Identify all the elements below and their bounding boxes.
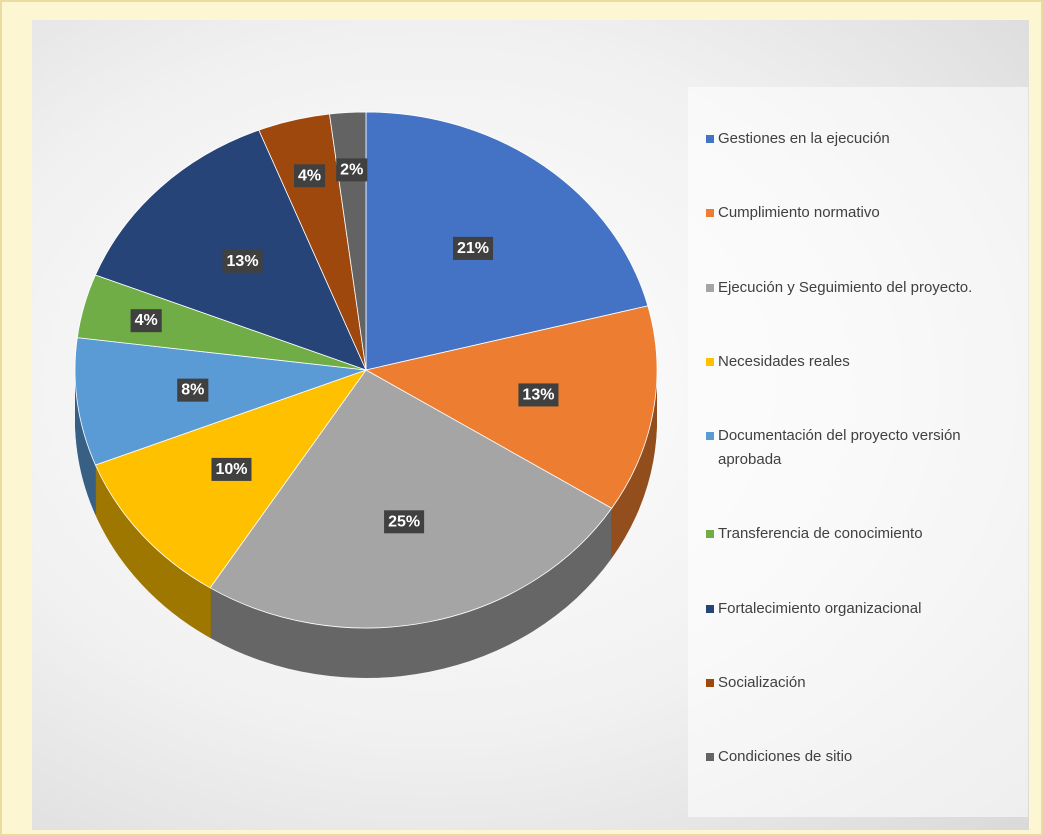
data-label-text: 21% [457, 240, 489, 257]
legend-swatch [706, 753, 714, 761]
data-label: 25% [384, 510, 425, 534]
slice [365, 111, 649, 371]
data-label-text: 25% [388, 513, 420, 530]
data-label-box [222, 249, 263, 273]
legend-item: Gestiones en la ejecución [706, 127, 1016, 151]
data-label-box [130, 309, 162, 333]
legend-item: Socialización [706, 671, 1016, 695]
legend-label: Transferencia de conocimiento [718, 525, 923, 543]
slice [209, 369, 613, 629]
data-label-text: 13% [227, 253, 259, 270]
data-label: 2% [336, 158, 368, 182]
legend-label: Necesidades reales [718, 352, 850, 370]
data-label: 21% [452, 236, 494, 260]
data-label: 8% [177, 378, 209, 402]
data-label-text: 4% [135, 312, 158, 329]
legend-swatch [706, 530, 714, 539]
legend-swatch [706, 432, 714, 440]
legend-swatch [706, 135, 714, 143]
legend-label: Gestiones en la ejecución [718, 130, 890, 147]
data-label-text: 4% [298, 167, 321, 184]
data-label: 4% [293, 164, 326, 188]
data-label-box [177, 378, 209, 402]
legend-label: Fortalecimiento organizacional [718, 599, 922, 617]
data-label-text: 13% [522, 386, 554, 403]
slice [364, 305, 658, 509]
legend-swatch [706, 283, 714, 292]
legend: Gestiones en la ejecución Cumplimiento no… [688, 87, 1028, 817]
data-label: 10% [211, 457, 252, 481]
legend-item: Documentación del proyecto versión aprob… [706, 424, 1016, 472]
legend-label: Socialización [718, 673, 806, 691]
data-label-box [518, 383, 559, 407]
legend-label: Cumplimiento normativo [718, 204, 880, 222]
legend-swatch [706, 357, 714, 366]
data-label: 13% [518, 383, 559, 407]
legend-item: Transferencia de conocimiento [706, 522, 1016, 546]
legend-label: Documentación del proyecto versión aprob… [718, 427, 961, 468]
legend-item: Cumplimiento normativo [706, 201, 1016, 225]
data-label-box [293, 164, 326, 188]
legend-swatch [706, 604, 714, 613]
legend-swatch [706, 678, 714, 687]
data-label-box [384, 510, 425, 534]
legend-swatch [706, 209, 714, 218]
data-label-box [211, 457, 252, 481]
legend-item: Necesidades reales [706, 350, 1016, 374]
data-label-text: 10% [215, 461, 247, 478]
legend-item: Fortalecimiento organizacional [706, 597, 1016, 621]
legend-item: Condiciones de sitio [706, 745, 1016, 769]
legend-item: Ejecución y Seguimiento del proyecto. [706, 276, 1016, 300]
data-label: 13% [222, 249, 263, 273]
slice [74, 337, 367, 466]
data-label-box [336, 158, 368, 182]
data-label-text: 2% [340, 161, 363, 178]
data-label: 4% [130, 309, 162, 333]
legend-label: Condiciones de sitio [718, 748, 853, 765]
legend-label: Ejecución y Seguimiento del proyecto. [718, 278, 973, 296]
data-label-box [452, 236, 494, 260]
data-label-text: 8% [181, 382, 204, 399]
